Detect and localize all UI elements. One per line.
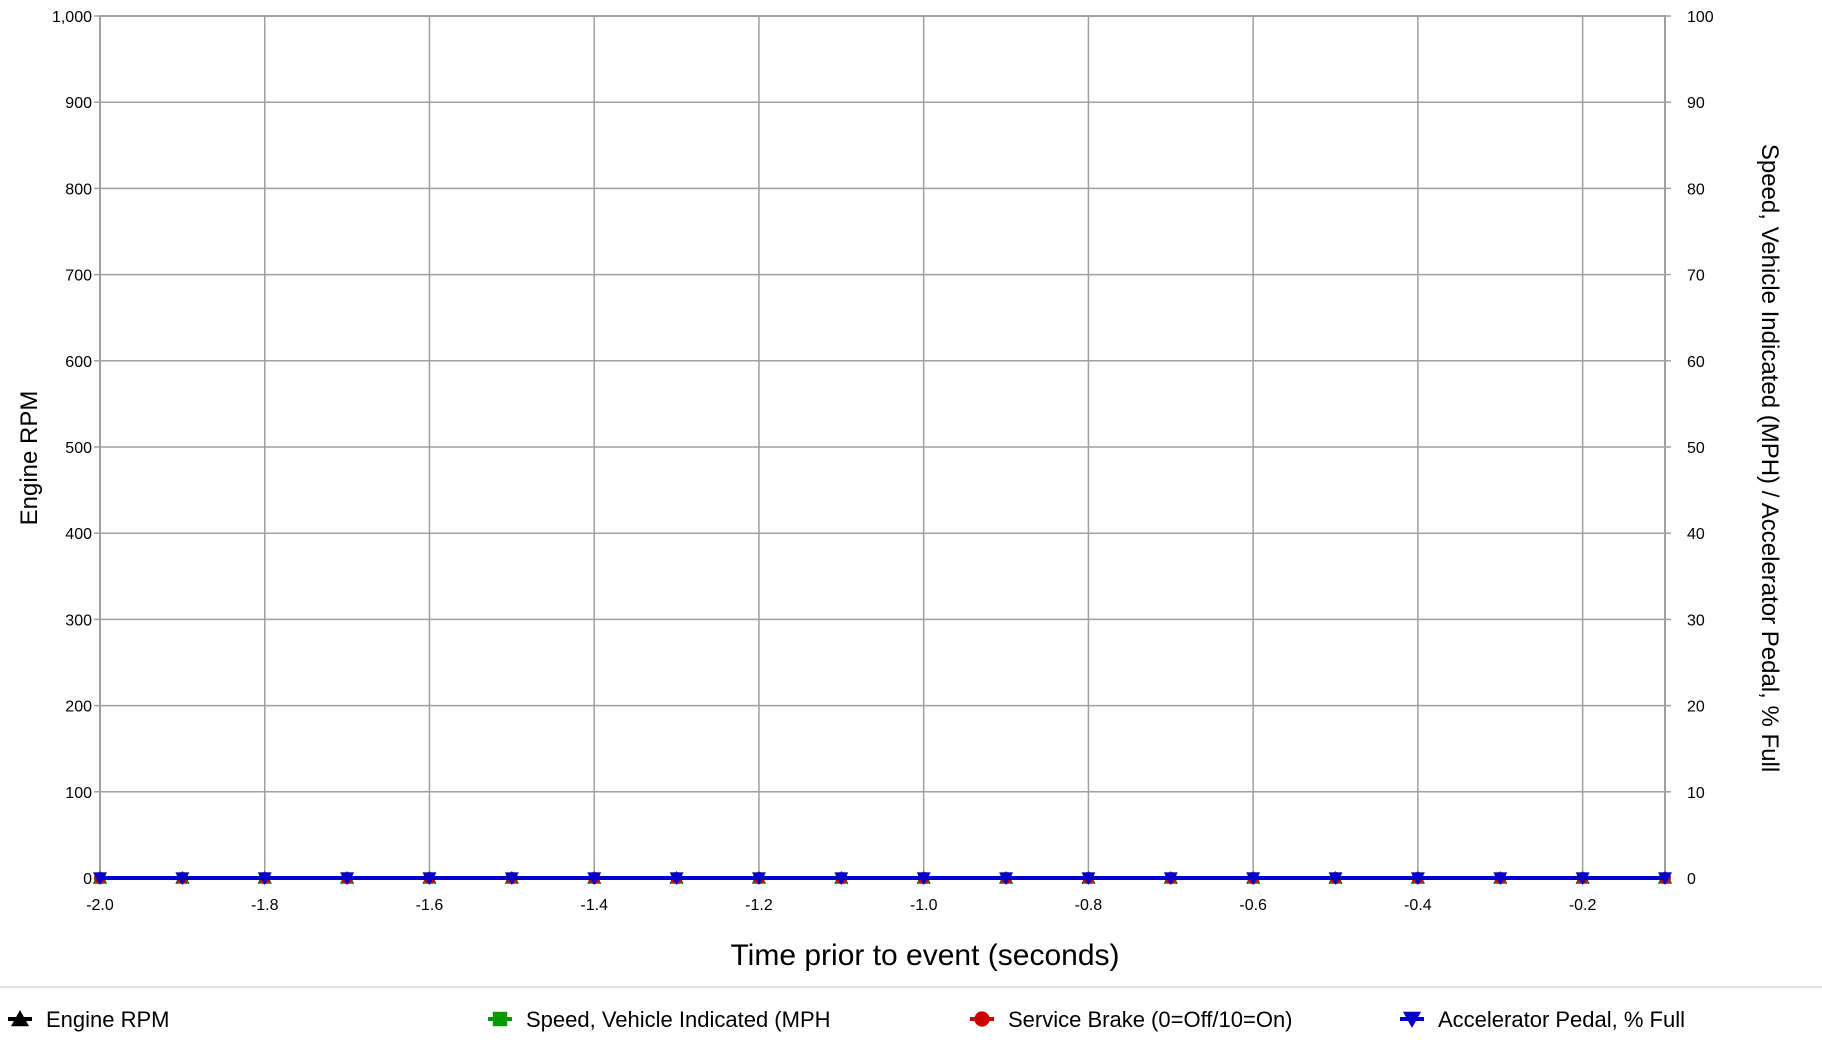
x-axis-title: Time prior to event (seconds): [730, 939, 1119, 972]
data-point: [834, 872, 849, 885]
y-right-tick-label: 30: [1687, 612, 1705, 629]
y-right-tick-label: 80: [1687, 181, 1705, 198]
tick-layer: -2.0 -1.8 -1.6 -1.4 -1.2 -1.0 -0.8 -0.6 -0.4 -0.2…: [52, 9, 1714, 914]
legend-marker: [11, 1010, 29, 1027]
data-point: [257, 872, 272, 885]
legend-label: Engine RPM: [46, 1007, 170, 1032]
y-right-tick-label: 40: [1687, 526, 1705, 543]
data-point: [1163, 872, 1178, 885]
x-tick-label: -0.4: [1404, 897, 1432, 914]
data-point: [1246, 872, 1261, 885]
data-point: [669, 872, 684, 885]
data-point: [422, 872, 437, 885]
y-left-tick-label: 900: [65, 95, 92, 112]
x-tick-label: -1.6: [416, 897, 444, 914]
y-right-tick-label: 60: [1687, 354, 1705, 371]
legend-item: Service Brake (0=Off/10=On): [970, 1007, 1293, 1032]
legend: Engine RPM Speed, Vehicle Indicated (MPH S…: [8, 1007, 1685, 1032]
y-left-tick-label: 200: [65, 699, 92, 716]
legend-item: Engine RPM: [8, 1007, 170, 1032]
data-point: [916, 872, 931, 885]
x-tick-label: -2.0: [86, 897, 114, 914]
y-left-tick-label: 100: [65, 785, 92, 802]
y-left-tick-label: 1,000: [52, 9, 92, 26]
data-point: [175, 872, 190, 885]
y-right-tick-label: 90: [1687, 95, 1705, 112]
data-point: [587, 872, 602, 885]
data-point: [504, 872, 519, 885]
y-left-tick-label: 400: [65, 526, 92, 543]
x-tick-label: -1.0: [910, 897, 938, 914]
y-left-tick-label: 0: [83, 871, 92, 888]
y-left-tick-label: 600: [65, 354, 92, 371]
y-right-tick-label: 20: [1687, 699, 1705, 716]
x-tick-label: -0.8: [1075, 897, 1103, 914]
legend-label: Accelerator Pedal, % Full: [1438, 1007, 1685, 1032]
x-tick-label: -1.4: [580, 897, 608, 914]
y-left-tick-label: 700: [65, 268, 92, 285]
y-left-tick-label: 500: [65, 440, 92, 457]
data-point: [1575, 872, 1590, 885]
y-right-tick-label: 70: [1687, 268, 1705, 285]
data-point: [340, 872, 355, 885]
y-right-tick-label: 50: [1687, 440, 1705, 457]
data-point: [1328, 872, 1343, 885]
data-point: [1658, 872, 1672, 885]
y-left-tick-label: 800: [65, 181, 92, 198]
legend-marker: [974, 1011, 990, 1027]
y-right-tick-label: 100: [1687, 9, 1714, 26]
y-left-tick-label: 300: [65, 612, 92, 629]
x-tick-label: -1.8: [251, 897, 279, 914]
x-tick-label: -1.2: [745, 897, 773, 914]
legend-marker: [1403, 1011, 1421, 1028]
data-point: [751, 872, 766, 885]
data-point: [999, 872, 1014, 885]
legend-marker: [492, 1011, 508, 1027]
series-layer: [93, 871, 1672, 885]
data-point: [93, 872, 107, 885]
grid-layer: [99, 15, 1665, 879]
legend-item: Speed, Vehicle Indicated (MPH: [488, 1007, 831, 1032]
y-right-tick-label: 10: [1687, 785, 1705, 802]
data-point: [1081, 872, 1096, 885]
x-tick-label: -0.6: [1239, 897, 1267, 914]
y-axis-right-title: Speed, Vehicle Indicated (MPH) / Acceler…: [1756, 144, 1783, 772]
data-point: [1493, 872, 1508, 885]
y-right-tick-label: 0: [1687, 871, 1696, 888]
legend-label: Speed, Vehicle Indicated (MPH: [526, 1007, 831, 1032]
legend-label: Service Brake (0=Off/10=On): [1008, 1007, 1293, 1032]
legend-item: Accelerator Pedal, % Full: [1400, 1007, 1685, 1032]
data-point: [1410, 872, 1425, 885]
x-tick-label: -0.2: [1569, 897, 1597, 914]
y-axis-left-title: Engine RPM: [16, 391, 43, 526]
